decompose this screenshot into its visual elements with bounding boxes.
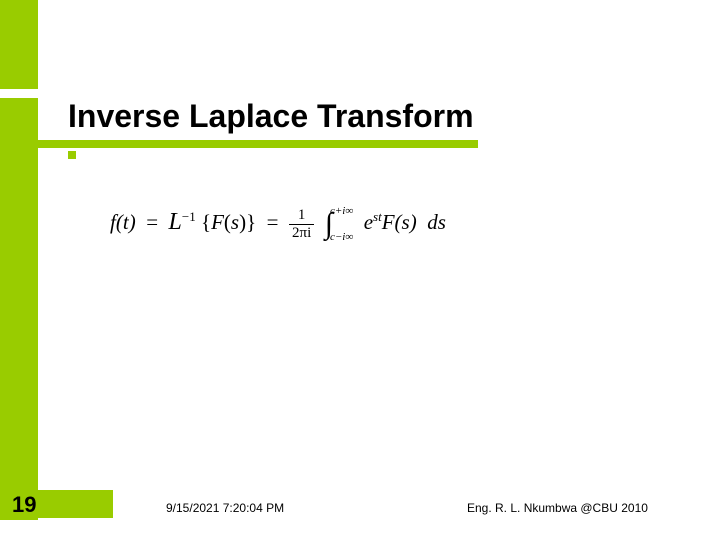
- accent-block-left: [0, 98, 38, 520]
- slide-number: 19: [12, 492, 36, 518]
- formula-neg1: −1: [182, 209, 196, 224]
- formula-e: e: [364, 210, 373, 234]
- bullet-square: [68, 151, 76, 159]
- accent-block-top: [0, 0, 38, 89]
- formula-Fs: F(s): [382, 210, 417, 234]
- formula-braces: {F(s)}: [201, 210, 256, 234]
- footer-date: 9/15/2021 7:20:04 PM: [166, 501, 284, 515]
- slide-title: Inverse Laplace Transform: [68, 98, 474, 135]
- footer-author: Eng. R. L. Nkumbwa @CBU 2010: [467, 501, 648, 515]
- formula-st: st: [373, 209, 382, 224]
- formula-L-operator: L: [169, 209, 182, 235]
- formula-ft: f(t): [110, 210, 136, 234]
- integral-limits: c+i∞c−i∞: [330, 205, 353, 243]
- integral-sign: ∫: [325, 207, 333, 241]
- accent-block-bottom: [38, 490, 113, 518]
- formula-fraction: 1 2πi: [289, 207, 314, 242]
- formula-inverse-laplace: f(t) = L−1 {F(s)} = 1 2πi ∫c+i∞c−i∞ estF…: [110, 205, 446, 243]
- title-underline: [38, 140, 478, 148]
- formula-ds: ds: [427, 210, 446, 234]
